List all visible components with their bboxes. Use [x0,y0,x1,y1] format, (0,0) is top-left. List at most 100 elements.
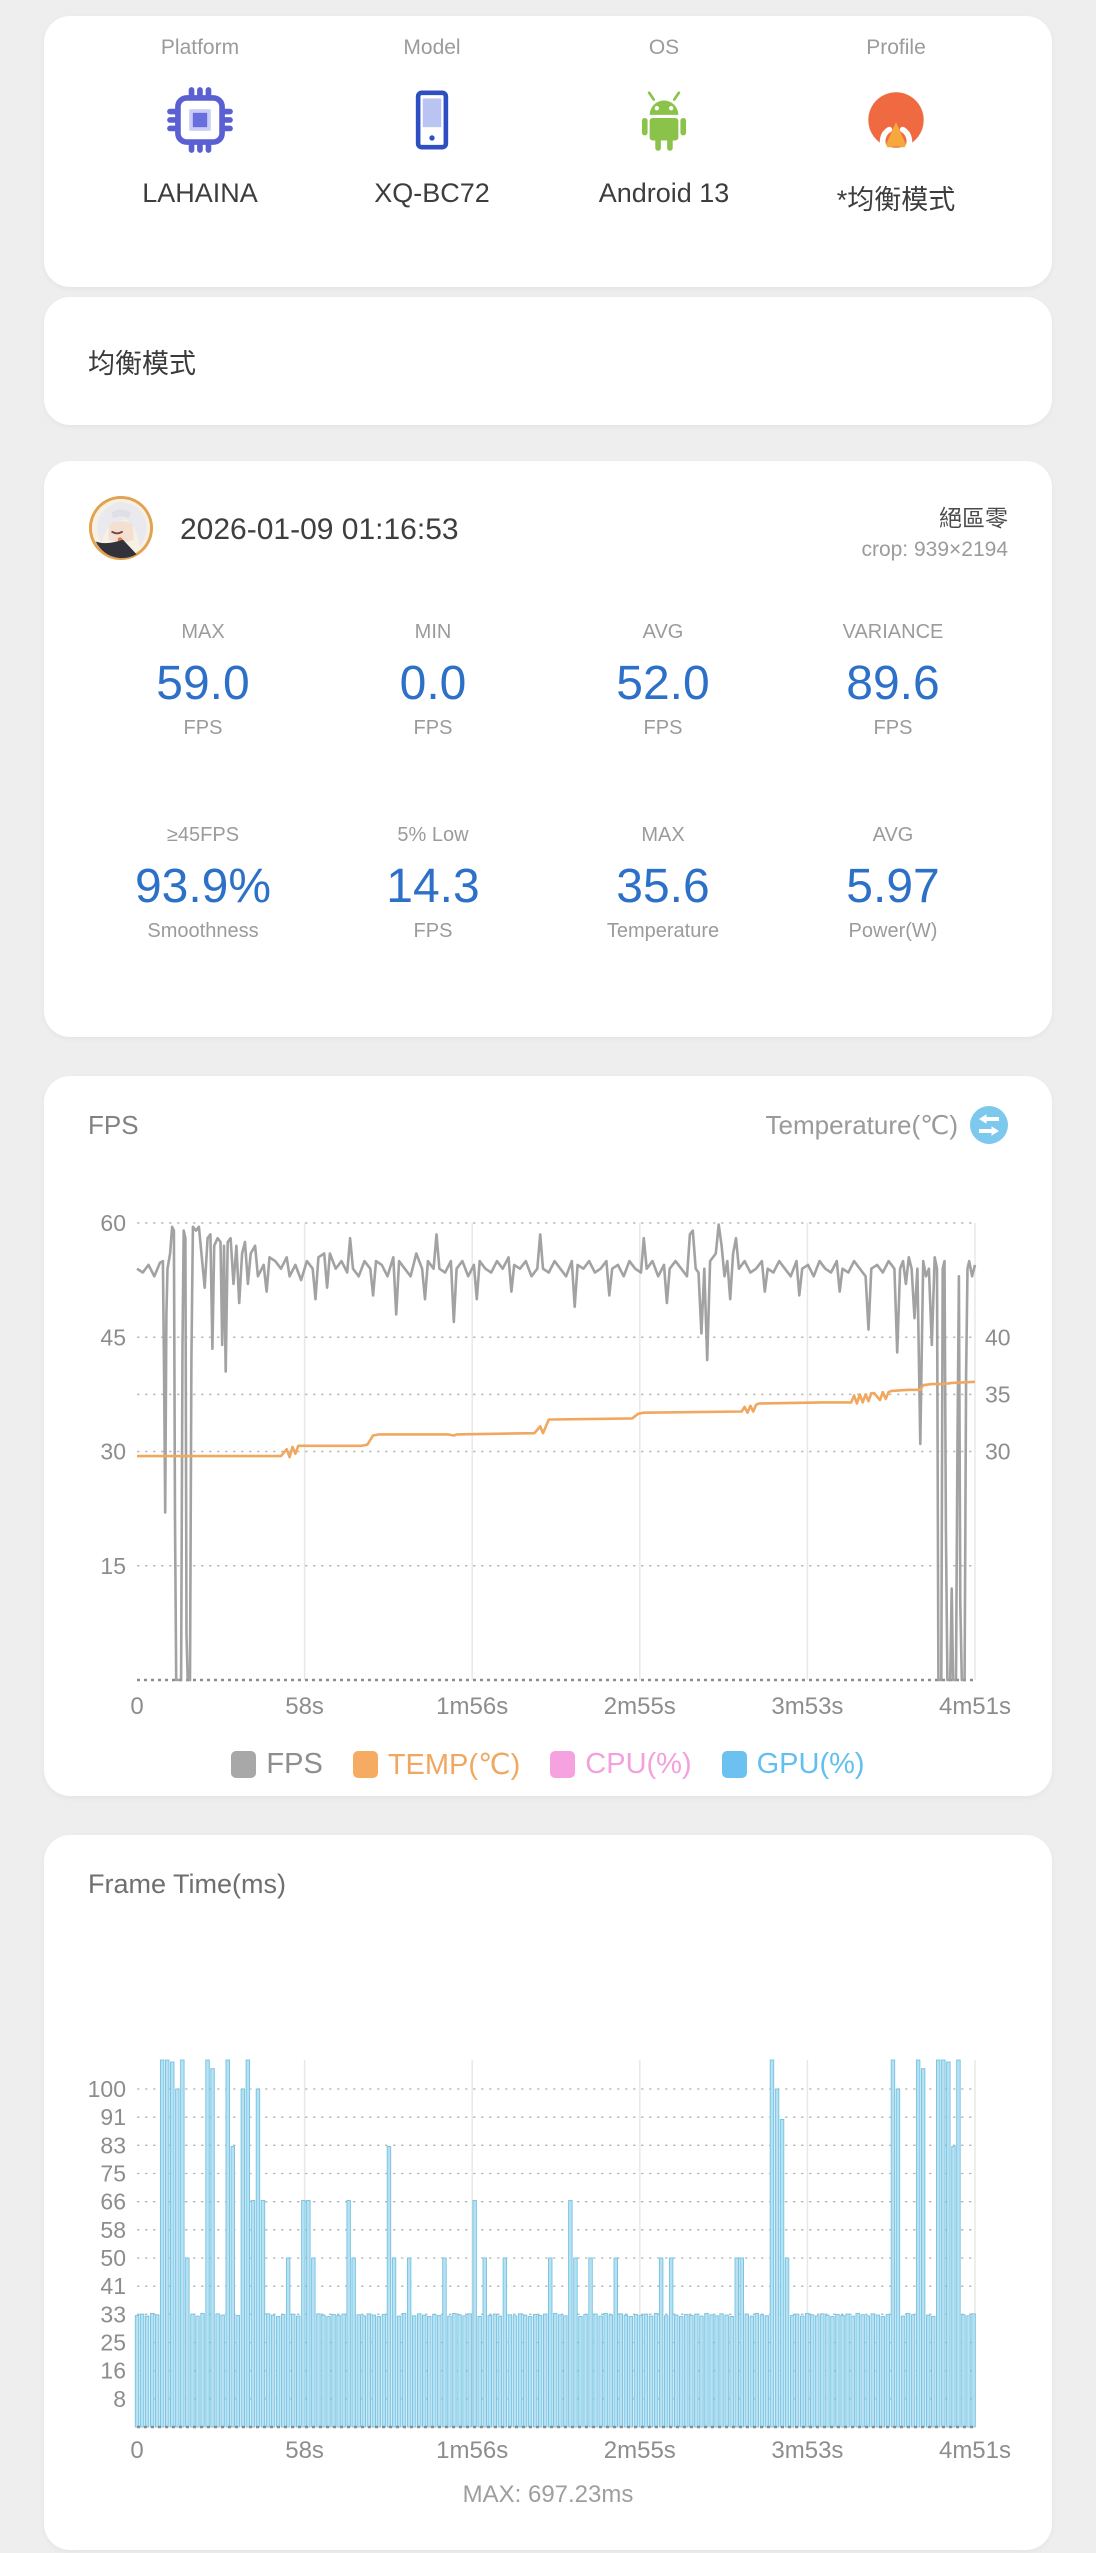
frame-y-tick: 91 [100,2104,126,2130]
fps-chart-title: FPS [88,1109,139,1140]
device-col-platform: Platform LAHAINA [84,36,316,287]
model-value: XQ-BC72 [374,178,490,208]
device-col-model: Model XQ-BC72 [316,36,548,287]
stat-min-fps: MIN 0.0 FPS [318,621,548,740]
fps-x-tick: 0 [130,1693,143,1720]
stat-label: MIN [414,621,452,643]
legend-label: TEMP(℃) [387,1748,521,1781]
model-label: Model [403,36,461,59]
stat-sub: FPS [413,920,453,942]
session-meta: 絕區零 crop: 939×2194 [861,499,1008,562]
legend-item-fps[interactable]: FPS [231,1747,323,1781]
stat-label: MAX [181,621,225,643]
legend-item-gpu[interactable]: GPU(%) [721,1748,865,1781]
temp-series-line [137,1380,976,1459]
legend-swatch [231,1750,257,1778]
android-icon [625,72,703,168]
stat-variance: VARIANCE 89.6 FPS [778,621,1008,740]
app-name: 絕區零 [939,504,1008,531]
profile-value: *均衡模式 [836,185,956,215]
frame-x-tick: 58s [285,2437,324,2464]
frame-y-tick: 100 [88,2076,126,2102]
frame-y-tick: 41 [100,2273,126,2299]
stat-sub: FPS [643,717,683,739]
stat-avg-power: AVG 5.97 Power(W) [778,824,1008,943]
os-label: OS [648,36,680,59]
stat-label: AVG [872,824,914,846]
crop-label: crop: 939×2194 [861,537,1008,561]
stat-avg-fps: AVG 52.0 FPS [548,621,778,740]
phone-icon [393,72,471,168]
temperature-axis-title: Temperature(℃) [765,1109,958,1140]
fps-chart-card: FPS Temperature(℃) 60 45 30 15 40 35 30 0 58s 1m5… [44,1076,1052,1796]
legend-label: FPS [266,1747,323,1780]
stat-sub: Smoothness [147,920,259,942]
profile-icon [857,72,935,168]
fps-left-tick: 30 [100,1439,126,1465]
legend-swatch [550,1750,576,1778]
stat-label: 5% Low [397,824,469,846]
device-col-profile: Profile *均衡模式 [780,36,1012,287]
stat-value: 5.97 [846,860,940,913]
stat-5pct-low: 5% Low 14.3 FPS [318,824,548,943]
stats-row-2: ≥45FPS 93.9% Smoothness 5% Low 14.3 FPS … [88,824,1008,943]
session-row: 2026-01-09 01:16:53 絕區零 crop: 939×2194 [88,495,1008,565]
frame-x-tick: 3m53s [771,2437,843,2464]
os-value: Android 13 [598,178,730,208]
frame-y-tick: 8 [113,2386,126,2412]
frame-y-tick: 83 [100,2132,126,2158]
mode-text: 均衡模式 [88,348,196,379]
temp-right-tick: 40 [985,1324,1011,1350]
frame-x-tick: 2m55s [604,2437,676,2464]
stat-label: MAX [641,824,685,846]
stat-max-fps: MAX 59.0 FPS [88,621,318,740]
frame-y-tick: 16 [100,2358,126,2384]
stat-value: 89.6 [846,657,940,710]
fps-x-tick: 58s [285,1693,324,1720]
frame-y-tick: 66 [100,2189,126,2215]
frame-time-title: Frame Time(ms) [88,1868,286,1899]
chip-icon [161,72,239,168]
stat-value: 93.9% [134,860,272,913]
swap-axis-icon[interactable] [970,1106,1008,1144]
stat-max-temperature: MAX 35.6 Temperature [548,824,778,943]
fps-x-tick: 4m51s [939,1693,1011,1720]
legend-label: CPU(%) [585,1747,692,1780]
frame-x-tick: 4m51s [939,2437,1011,2464]
device-col-os: OS Android 13 [548,36,780,287]
frame-y-tick: 33 [100,2301,126,2327]
stat-label: AVG [642,621,684,643]
temp-right-tick: 30 [985,1439,1011,1465]
device-info-card: Platform LAHAINA Model [44,16,1052,287]
frame-y-tick: 50 [100,2245,126,2271]
stats-row-1: MAX 59.0 FPS MIN 0.0 FPS AVG 52.0 FPS VA… [88,621,1008,740]
stat-sub: FPS [413,717,453,739]
stat-value: 59.0 [156,657,250,710]
legend-item-temp[interactable]: TEMP(℃) [352,1747,521,1782]
avatar[interactable] [88,495,154,566]
stat-label: ≥45FPS [166,824,240,846]
fps-chart-header: FPS Temperature(℃) [44,1102,1052,1148]
stat-label: VARIANCE [842,621,944,643]
stat-sub: Temperature [606,920,720,942]
frame-time-max-label: MAX: 697.23ms [462,2481,634,2508]
fps-left-tick: 60 [100,1210,126,1236]
frame-y-tick: 25 [100,2330,126,2356]
stats-card: 2026-01-09 01:16:53 絕區零 crop: 939×2194 M… [44,461,1052,1037]
fps-left-tick: 45 [100,1324,126,1350]
platform-value: LAHAINA [142,178,258,208]
stat-smoothness: ≥45FPS 93.9% Smoothness [88,824,318,943]
fps-left-tick: 15 [100,1553,126,1579]
frame-x-tick: 0 [130,2437,143,2464]
frame-y-tick: 75 [100,2161,126,2187]
platform-label: Platform [160,36,240,59]
legend-item-cpu[interactable]: CPU(%) [550,1747,692,1781]
fps-x-tick: 2m55s [604,1693,676,1720]
mode-card: 均衡模式 [44,297,1052,425]
legend-swatch [352,1750,378,1778]
frame-x-tick: 1m56s [436,2437,508,2464]
frame-y-tick: 58 [100,2217,126,2243]
frame-time-card: Frame Time(ms) 100 91 83 75 66 58 50 41 33 25 16 8 0… [44,1835,1052,2550]
stat-value: 0.0 [399,657,467,710]
